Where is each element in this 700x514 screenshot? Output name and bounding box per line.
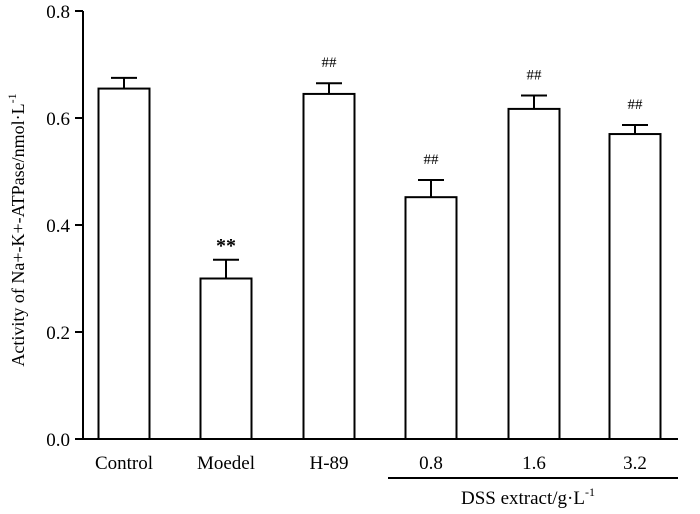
category-label: 3.2 (623, 453, 647, 474)
category-label: 0.8 (419, 453, 443, 474)
y-tick-label: 0.0 (46, 430, 70, 451)
y-tick-label: 0.8 (46, 2, 70, 23)
group-label: DSS extract/g·L-1 (461, 485, 595, 509)
significance-label: ## (628, 97, 644, 113)
category-label: H-89 (309, 453, 348, 474)
category-label: 1.6 (522, 453, 546, 474)
group-label-main: DSS extract/g·L (461, 488, 585, 509)
bar (404, 196, 458, 440)
labels: 0.0 0.2 0.4 0.6 0.8 Control ** Moedel ## H-89 ## 0.… (46, 2, 647, 474)
bar (302, 92, 356, 441)
bar (199, 277, 253, 440)
significance-label: ## (322, 55, 338, 71)
y-tick-label: 0.2 (46, 323, 70, 344)
y-axis-title-main: Activity of Na+-K+-ATPase/nmol·L (8, 103, 28, 366)
bar (608, 133, 662, 441)
category-label: Moedel (197, 453, 255, 474)
y-tick-label: 0.6 (46, 109, 70, 130)
bar (97, 87, 151, 440)
axes (75, 10, 678, 479)
group-label-sup: -1 (585, 485, 595, 499)
category-label: Control (95, 453, 153, 474)
y-axis-title-sup: -1 (5, 93, 19, 103)
significance-label: ** (216, 235, 236, 257)
significance-label: ## (424, 152, 440, 168)
bar (507, 107, 561, 440)
y-axis-title: Activity of Na+-K+-ATPase/nmol·L-1 (5, 93, 28, 366)
y-tick-label: 0.4 (46, 216, 70, 237)
bars (97, 76, 662, 441)
significance-label: ## (527, 68, 543, 84)
